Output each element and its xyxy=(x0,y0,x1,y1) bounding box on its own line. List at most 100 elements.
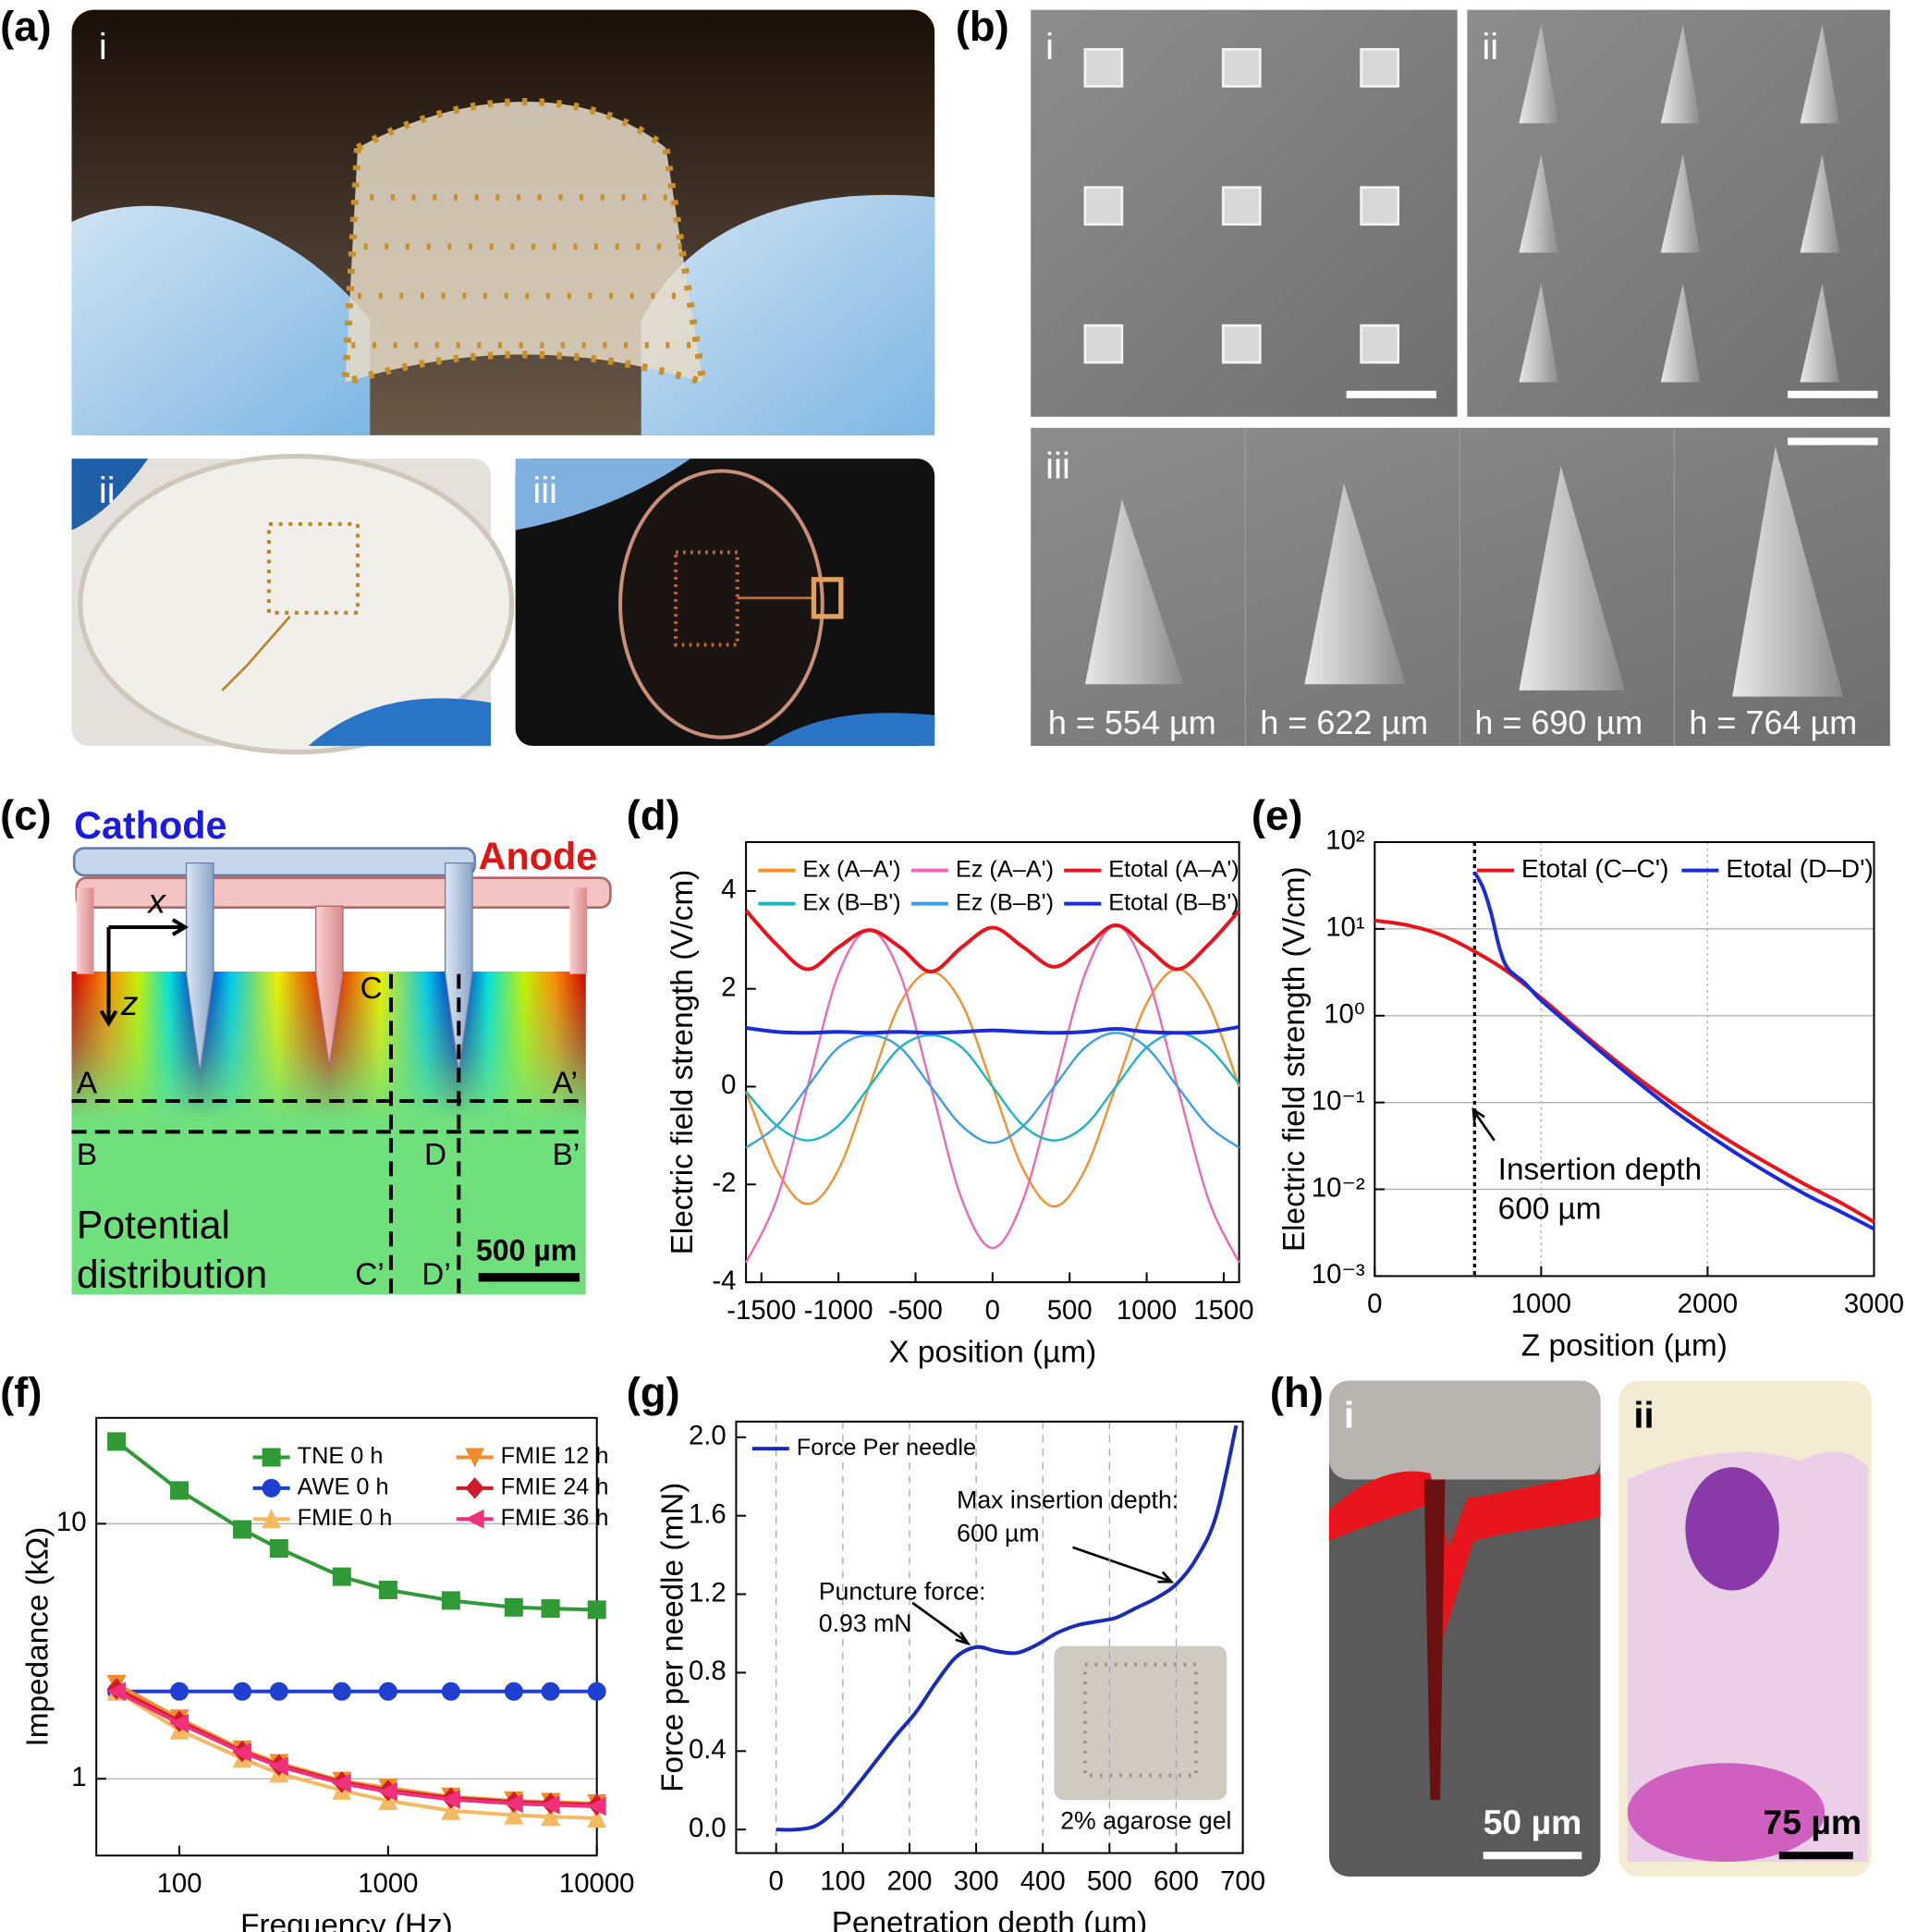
y-axis-label: Impedance (kΩ) xyxy=(21,1527,55,1747)
x-tick-label: -500 xyxy=(888,1295,943,1326)
marker xyxy=(233,1520,252,1539)
marker xyxy=(441,1681,460,1701)
x-tick-label: 300 xyxy=(954,1865,999,1896)
photo-a-ii xyxy=(71,453,515,755)
marker xyxy=(587,1808,607,1828)
annotation: Max insertion depth: xyxy=(957,1486,1178,1514)
legend-marker xyxy=(465,1448,485,1468)
photo-h-ii xyxy=(1618,1380,1872,1877)
photo-h-i xyxy=(1328,1380,1601,1877)
y-tick-label: 0.4 xyxy=(689,1734,727,1765)
y-tick-label: 0 xyxy=(721,1070,736,1100)
series-line xyxy=(1472,871,1875,1231)
legend-label: FMIE 12 h xyxy=(501,1443,609,1469)
legend-label: Ex (B–B') xyxy=(802,889,900,915)
y-tick-label: -2 xyxy=(712,1168,736,1198)
annotation-arrow xyxy=(911,1601,971,1646)
x-tick-label: 500 xyxy=(1087,1865,1132,1896)
legend-label: FMIE 24 h xyxy=(501,1474,609,1500)
series-line xyxy=(1374,918,1875,1224)
marker xyxy=(541,1681,560,1701)
x-axis-label: Z position (µm) xyxy=(1521,1329,1728,1363)
sub-label: iii xyxy=(532,471,557,511)
plot-frame xyxy=(735,1420,1244,1854)
sub-label: ii xyxy=(1633,1395,1654,1436)
series-line xyxy=(115,1439,597,1612)
panel-label: (f) xyxy=(0,1369,42,1416)
y-tick-label: 10 xyxy=(56,1507,87,1537)
x-tick-label: 600 xyxy=(1154,1865,1199,1896)
scale-bar-label: 50 µm xyxy=(1484,1803,1582,1841)
marker xyxy=(541,1599,560,1619)
panel-label: (e) xyxy=(1252,792,1302,839)
section-label: A xyxy=(77,1067,98,1101)
legend-label: Ex (A–A') xyxy=(802,856,900,882)
caption: distribution xyxy=(77,1253,267,1297)
legend-label: TNE 0 h xyxy=(298,1443,384,1469)
marker xyxy=(441,1591,460,1610)
series-line xyxy=(116,1690,597,1820)
marker xyxy=(106,1681,127,1702)
height-label: h = 764 µm xyxy=(1689,703,1857,741)
sub-label: ii xyxy=(99,471,116,511)
sub-label: i xyxy=(99,27,107,67)
marker xyxy=(541,1806,561,1827)
marker xyxy=(169,1713,189,1733)
x-tick-label: 100 xyxy=(157,1868,202,1899)
legend-label: FMIE 36 h xyxy=(501,1505,609,1531)
plot-frame xyxy=(95,1416,598,1857)
panel-label: (h) xyxy=(1270,1369,1324,1416)
annotation: 600 µm xyxy=(957,1520,1039,1547)
y-tick-label: 10² xyxy=(1325,825,1365,856)
series-line xyxy=(745,923,1240,1264)
marker xyxy=(378,1781,397,1802)
series-line xyxy=(745,1024,1239,1035)
marker xyxy=(378,1681,397,1701)
marker xyxy=(504,1597,523,1617)
cathode-label: Cathode xyxy=(74,804,226,847)
height-label: h = 554 µm xyxy=(1048,703,1216,741)
panel-label: (b) xyxy=(956,3,1009,50)
photo-a-iii xyxy=(515,459,935,746)
y-tick-label: 10⁻³ xyxy=(1312,1259,1365,1290)
panel-label: (g) xyxy=(627,1369,680,1416)
photo-b-iii xyxy=(1031,427,1890,746)
section-label: B xyxy=(77,1138,97,1172)
panel-label: (a) xyxy=(0,3,51,50)
annotation-arrow xyxy=(1471,1107,1496,1142)
annotation: 2% agarose gel xyxy=(1060,1806,1231,1834)
sub-label: i xyxy=(1045,27,1054,67)
marker xyxy=(269,1681,288,1701)
agarose-inset xyxy=(1054,1645,1227,1801)
caption: Potential xyxy=(77,1204,230,1248)
anode-label: Anode xyxy=(479,836,598,878)
y-tick-label: 0.0 xyxy=(689,1813,727,1843)
annotation: Puncture force: xyxy=(819,1577,986,1605)
x-tick-label: 1500 xyxy=(1193,1295,1253,1326)
section-label: C’ xyxy=(355,1257,384,1291)
marker xyxy=(331,1773,351,1793)
y-tick-label: 10⁻² xyxy=(1312,1172,1365,1203)
marker xyxy=(504,1793,523,1814)
y-tick-label: 10¹ xyxy=(1325,912,1365,943)
x-tick-label: 1000 xyxy=(1511,1289,1571,1319)
marker xyxy=(170,1681,189,1701)
section-label: D’ xyxy=(421,1257,450,1291)
series-line xyxy=(744,909,1241,974)
x-tick-label: 400 xyxy=(1020,1865,1066,1896)
scale-bar-label: 500 µm xyxy=(476,1234,577,1267)
sub-label: i xyxy=(1344,1395,1354,1436)
axis-arrow-label: x xyxy=(146,882,166,921)
photo-b-i xyxy=(1031,9,1458,417)
legend-label: Ez (A–A') xyxy=(956,856,1054,882)
legend-label: Ez (B–B') xyxy=(956,889,1054,915)
x-tick-label: 500 xyxy=(1047,1295,1093,1326)
marker xyxy=(504,1681,523,1701)
legend-label: Etotal (D–D') xyxy=(1726,854,1873,883)
marker xyxy=(269,1539,288,1559)
x-axis-label: Frequency (Hz) xyxy=(240,1908,453,1932)
x-tick-label: 2000 xyxy=(1678,1289,1738,1319)
series-line xyxy=(116,1689,597,1809)
